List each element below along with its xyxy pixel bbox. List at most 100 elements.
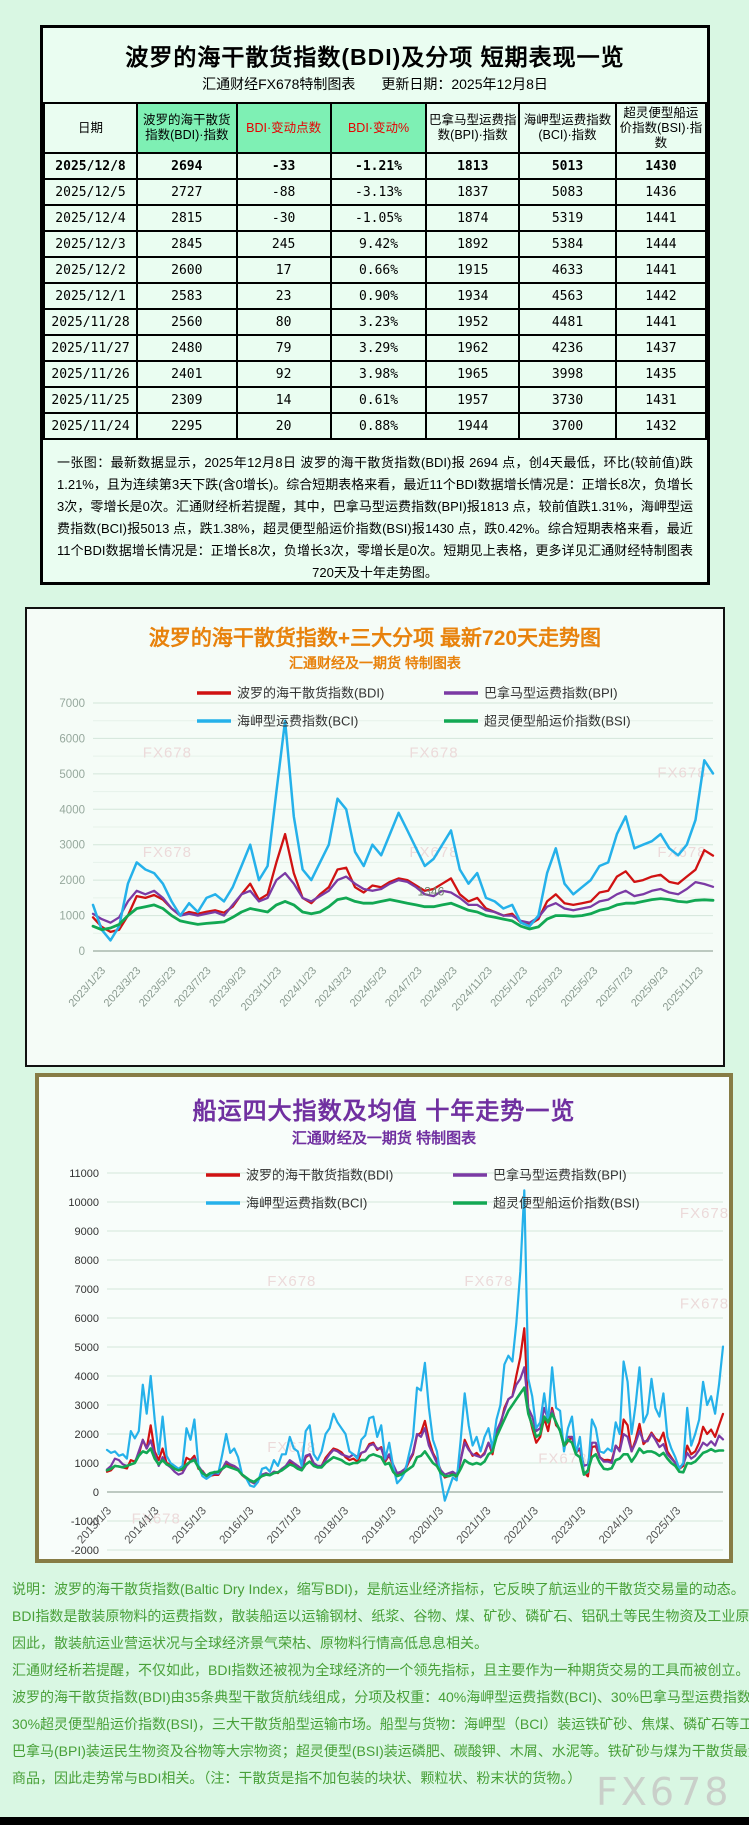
chart-watermark: FX678 bbox=[680, 1205, 729, 1222]
explanation-text: 说明：波罗的海干散货指数(Baltic Dry Index，缩写BDI)，是航运… bbox=[12, 1576, 749, 1792]
x-axis-tick-label: 2020/1/3 bbox=[407, 1505, 446, 1546]
table-row: 2025/11/24 2295 20 0.88% 1944 3700 1432 bbox=[42, 412, 708, 440]
table-cell: 80 bbox=[235, 308, 332, 336]
table-cell: 1944 bbox=[425, 412, 521, 440]
y-axis-tick-label: -2000 bbox=[71, 1545, 99, 1557]
chart-10year-subtitle: 汇通财经及一期货 特制图表 bbox=[291, 1130, 477, 1147]
table-cell: -1.05% bbox=[329, 204, 428, 232]
footer-line: 因此，散装航运业营运状况与全球经济景气荣枯、原物料行情高低息息相关。 bbox=[12, 1635, 488, 1651]
chart-10year-panel: 船运四大指数及均值 十年走势一览 汇通财经及一期货 特制图表 -2000 -100… bbox=[35, 1073, 733, 1563]
table-cell: 2845 bbox=[136, 230, 238, 258]
y-axis-tick-label: 4000 bbox=[59, 804, 85, 816]
chart-10year-title: 船运四大指数及均值 十年走势一览 bbox=[192, 1098, 576, 1125]
table-cell: 1915 bbox=[425, 256, 521, 284]
table-row: 2025/12/5 2727 -88 -3.13% 1837 5083 1436 bbox=[42, 178, 708, 206]
table-cell: 1442 bbox=[614, 282, 708, 310]
chart-720day-panel: 波罗的海干散货指数+三大分项 最新720天走势图 汇通财经及一期货 特制图表 0… bbox=[25, 607, 725, 1067]
legend-item-label: 波罗的海干散货指数(BDI) bbox=[237, 686, 384, 701]
footer-line: 汇通财经析若提醒，不仅如此，BDI指数还被视为全球经济的一个领先指标，且主要作为… bbox=[12, 1662, 749, 1678]
series-line-bdi bbox=[91, 832, 715, 934]
table-cell: 1962 bbox=[425, 334, 521, 362]
y-axis-tick-label: 0 bbox=[79, 946, 85, 958]
y-axis-tick-label: 7000 bbox=[59, 698, 85, 710]
y-axis-tick-label: 5000 bbox=[59, 769, 85, 781]
table-cell: -33 bbox=[235, 152, 332, 180]
x-axis-tick-label: 2023/1/3 bbox=[550, 1505, 589, 1546]
y-axis-tick-label: 3000 bbox=[75, 1400, 99, 1412]
table-cell: 2694 bbox=[136, 152, 238, 180]
chart-watermark: FX678 bbox=[132, 1511, 181, 1528]
y-axis-tick-label: 1000 bbox=[75, 1458, 99, 1470]
y-axis-tick-label: 9000 bbox=[75, 1226, 99, 1238]
data-label: 1346 bbox=[418, 885, 445, 899]
table-cell: 3998 bbox=[518, 360, 617, 388]
table-cell: 0.90% bbox=[329, 282, 428, 310]
footer-line: 巴拿马(BPI)装运民生物资及谷物等大宗物资；超灵便型(BSI)装运磷肥、碳酸钾… bbox=[12, 1743, 749, 1759]
table-cell: 4563 bbox=[518, 282, 617, 310]
table-cell: 23 bbox=[235, 282, 332, 310]
table-cell: 9.42% bbox=[329, 230, 428, 258]
bdi-short-term-table: 日期 波罗的海干散货指数(BDI)·指数 BDI·变动点数 BDI·变动% 巴拿马型运费… bbox=[42, 102, 708, 440]
x-axis-tick-label: 2019/1/3 bbox=[360, 1505, 399, 1546]
column-header: BDI·变动% bbox=[329, 102, 428, 154]
short-term-table-panel: 波罗的海干散货指数(BDI)及分项 短期表现一览 汇通财经FX678特制图表 更新… bbox=[40, 25, 710, 585]
chart-watermark: FX678 bbox=[538, 1450, 587, 1467]
table-cell: 3730 bbox=[518, 386, 617, 414]
table-source-label: 汇通财经FX678特制图表 bbox=[202, 76, 356, 92]
table-header: 日期 波罗的海干散货指数(BDI)·指数 BDI·变动点数 BDI·变动% 巴拿马型运费… bbox=[42, 102, 708, 154]
summary-note: 一张图：最新数据显示，2025年12月8日 波罗的海干散货指数(BDI)报 26… bbox=[57, 455, 693, 581]
table-cell: 1441 bbox=[614, 308, 708, 336]
x-axis-tick-label: 2025/1/3 bbox=[644, 1505, 683, 1546]
table-cell: 245 bbox=[235, 230, 332, 258]
table-cell: 0.61% bbox=[329, 386, 428, 414]
y-axis-tick-label: 11000 bbox=[69, 1168, 99, 1180]
table-subtitle: 汇通财经FX678特制图表 更新日期：2025年12月8日 bbox=[43, 74, 707, 94]
table-cell: 20 bbox=[235, 412, 332, 440]
table-cell: 2025/12/1 bbox=[42, 282, 139, 310]
table-cell: 2025/11/26 bbox=[42, 360, 139, 388]
table-cell: 5083 bbox=[518, 178, 617, 206]
table-cell: 5319 bbox=[518, 204, 617, 232]
table-cell: 3700 bbox=[518, 412, 617, 440]
chart-watermark: FX678 bbox=[680, 1296, 729, 1313]
column-header: 日期 bbox=[42, 102, 139, 154]
x-axis-tick-label: 2018/1/3 bbox=[312, 1505, 351, 1546]
table-cell: 1437 bbox=[614, 334, 708, 362]
chart-watermark: FX678 bbox=[464, 1273, 513, 1290]
series-line-bsi bbox=[91, 896, 715, 932]
chart-watermark: FX678 bbox=[267, 1273, 316, 1290]
table-cell: 1435 bbox=[614, 360, 708, 388]
y-axis-tick-label: 7000 bbox=[75, 1284, 99, 1296]
y-axis-tick-label: 3000 bbox=[59, 840, 85, 852]
chart-10year-canvas: -2000 -1000 0 1000 2000 3000 4000 5000 6000 7000 8… bbox=[41, 1159, 731, 1561]
footer-line: BDI指数是散装原物料的运费指数，散装船运以运输钢材、纸浆、谷物、煤、矿砂、磷矿… bbox=[12, 1608, 749, 1624]
y-axis-tick-label: 4000 bbox=[75, 1371, 99, 1383]
series-line-bsi bbox=[105, 1386, 725, 1484]
table-cell: 3.98% bbox=[329, 360, 428, 388]
table-cell: 4236 bbox=[518, 334, 617, 362]
table-cell: 1432 bbox=[614, 412, 708, 440]
x-axis-tick-label: 2021/1/3 bbox=[455, 1505, 494, 1546]
table-cell: 2309 bbox=[136, 386, 238, 414]
table-cell: 1934 bbox=[425, 282, 521, 310]
legend-item-label: 海岬型运费指数(BCI) bbox=[237, 714, 358, 729]
table-cell: 14 bbox=[235, 386, 332, 414]
series-line-bci bbox=[91, 719, 715, 942]
table-cell: 2600 bbox=[136, 256, 238, 284]
table-cell: 1441 bbox=[614, 204, 708, 232]
x-axis-tick-label: 2017/1/3 bbox=[265, 1505, 304, 1546]
series-line-bci bbox=[105, 1189, 725, 1502]
y-axis-tick-label: 0 bbox=[93, 1487, 99, 1499]
y-axis-tick-label: -1000 bbox=[71, 1516, 99, 1528]
table-cell: 4633 bbox=[518, 256, 617, 284]
column-header: 巴拿马型运费指数(BPI)·指数 bbox=[425, 102, 521, 154]
y-axis-tick-label: 1000 bbox=[59, 911, 85, 923]
table-cell: 17 bbox=[235, 256, 332, 284]
table-cell: 1431 bbox=[614, 386, 708, 414]
footer-line: 波罗的海干散货指数(BDI)由35条典型干散货航线组成，分项及权重：40%海岬型… bbox=[12, 1689, 749, 1705]
table-cell: 2025/12/3 bbox=[42, 230, 139, 258]
table-cell: 1874 bbox=[425, 204, 521, 232]
chart-720day-title: 波罗的海干散货指数+三大分项 最新720天走势图 bbox=[148, 627, 602, 650]
table-cell: 2583 bbox=[136, 282, 238, 310]
table-cell: 2025/12/8 bbox=[42, 152, 139, 180]
